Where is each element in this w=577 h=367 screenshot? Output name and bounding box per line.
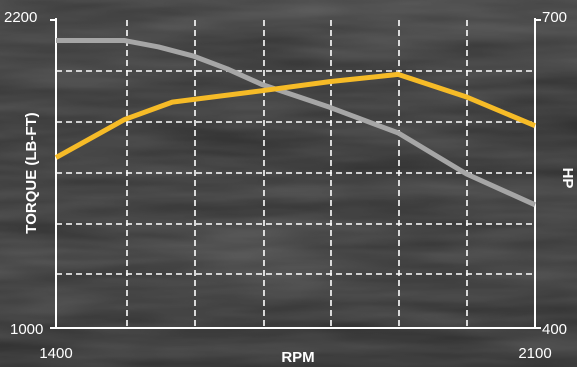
y-right-axis-title: HP <box>559 168 576 189</box>
axes <box>50 18 541 329</box>
series-group <box>54 38 537 208</box>
torque-series-line <box>56 38 537 208</box>
x-tick-label-right: 2100 <box>518 345 551 362</box>
x-axis-title: RPM <box>281 349 314 366</box>
y-right-tick-label-top: 700 <box>542 9 567 26</box>
x-tick-label-left: 1400 <box>39 345 72 362</box>
y-left-tick-label-bottom: 1000 <box>10 321 43 338</box>
y-left-tick-label-top: 2200 <box>4 9 37 26</box>
y-left-axis-title: TORQUE (LB-FT) <box>23 112 40 233</box>
hp-series-line <box>54 71 536 160</box>
y-right-tick-label-bottom: 400 <box>542 321 567 338</box>
